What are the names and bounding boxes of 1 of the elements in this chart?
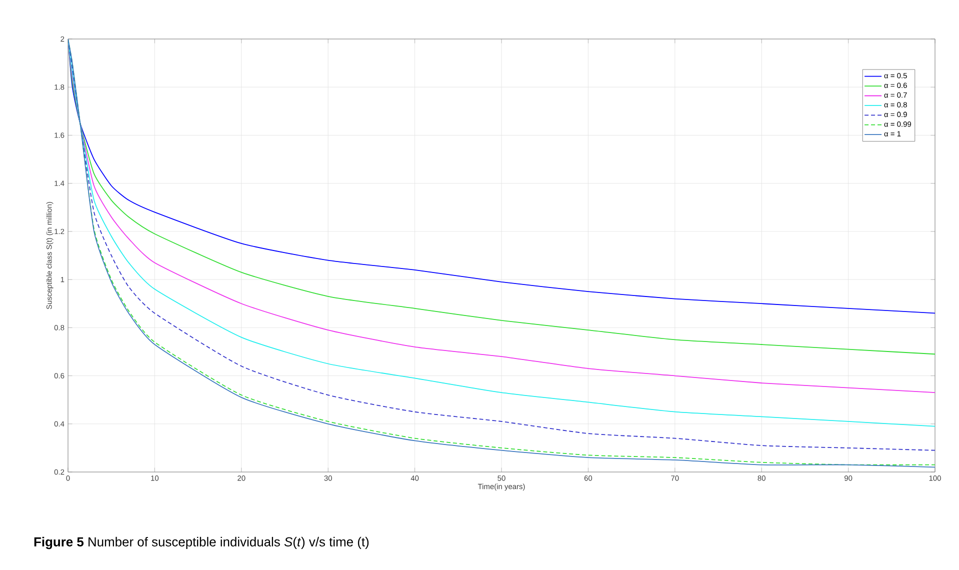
text: Figure 5 Number of susceptible individuals S(t) v/s time (t) (34, 536, 369, 550)
